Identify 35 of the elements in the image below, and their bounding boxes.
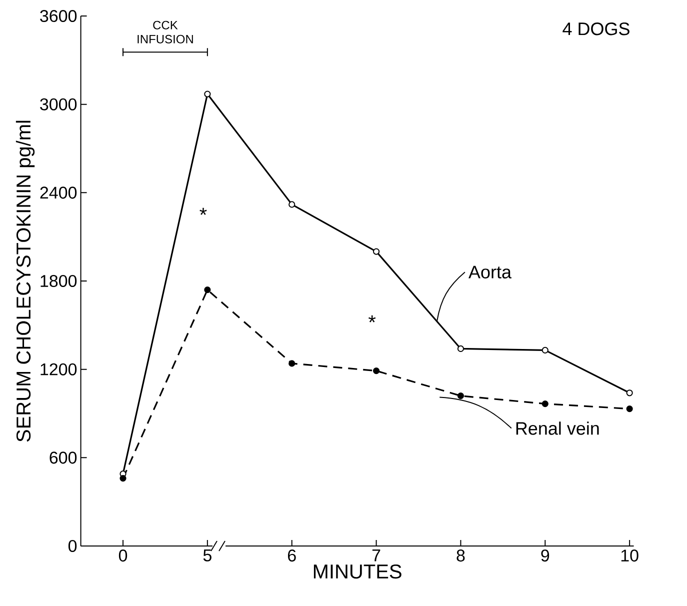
point <box>457 392 464 400</box>
point <box>626 405 633 412</box>
series-label: Renal vein <box>516 422 599 435</box>
point <box>204 286 211 294</box>
annotation: * <box>200 208 207 215</box>
y-tick-label: 3600 <box>40 10 77 22</box>
y-tick-label: 2400 <box>40 186 77 199</box>
x-tick-label: 5 <box>203 550 212 562</box>
y-tick-label: 3000 <box>40 98 77 110</box>
y-tick-label: 1200 <box>40 363 77 376</box>
y-axis-title: SERUM CHOLECYSTOKININ pg/ml <box>16 120 35 442</box>
annotation: 4 DOGS <box>562 22 630 36</box>
x-tick-label: 8 <box>456 550 465 562</box>
x-tick-label: 0 <box>118 550 128 562</box>
point <box>288 360 296 367</box>
x-tick-label: 9 <box>541 550 550 562</box>
point <box>626 390 633 396</box>
point <box>120 474 126 482</box>
x-tick-label: 7 <box>372 550 380 562</box>
point <box>372 368 380 374</box>
x-axis-title: MINUTES <box>314 564 402 579</box>
y-tick-label: 1800 <box>40 274 77 288</box>
point <box>542 400 548 408</box>
point <box>372 248 380 255</box>
x-tick-label: 10 <box>621 550 638 562</box>
x-tick-label: 6 <box>288 550 296 562</box>
point <box>288 201 296 208</box>
point <box>204 90 211 98</box>
y-tick-label: 0 <box>68 540 77 552</box>
y-tick-label: 600 <box>50 452 77 464</box>
annotation: CCK INFUSION <box>138 20 193 44</box>
point <box>457 345 464 352</box>
text: Aorta <box>468 266 512 278</box>
annotation: * <box>368 315 376 322</box>
point <box>542 346 548 354</box>
